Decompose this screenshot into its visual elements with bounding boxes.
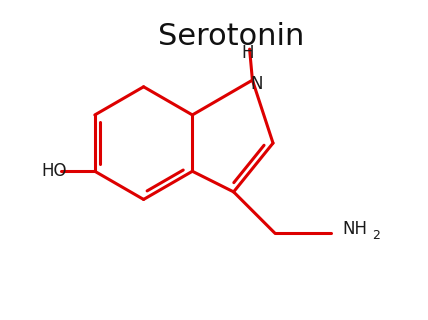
Text: N: N	[251, 75, 263, 93]
Text: NH: NH	[342, 220, 367, 238]
Text: HO: HO	[42, 162, 67, 180]
Text: 2: 2	[372, 229, 380, 243]
Text: Serotonin: Serotonin	[158, 22, 304, 51]
Text: H: H	[242, 44, 254, 62]
